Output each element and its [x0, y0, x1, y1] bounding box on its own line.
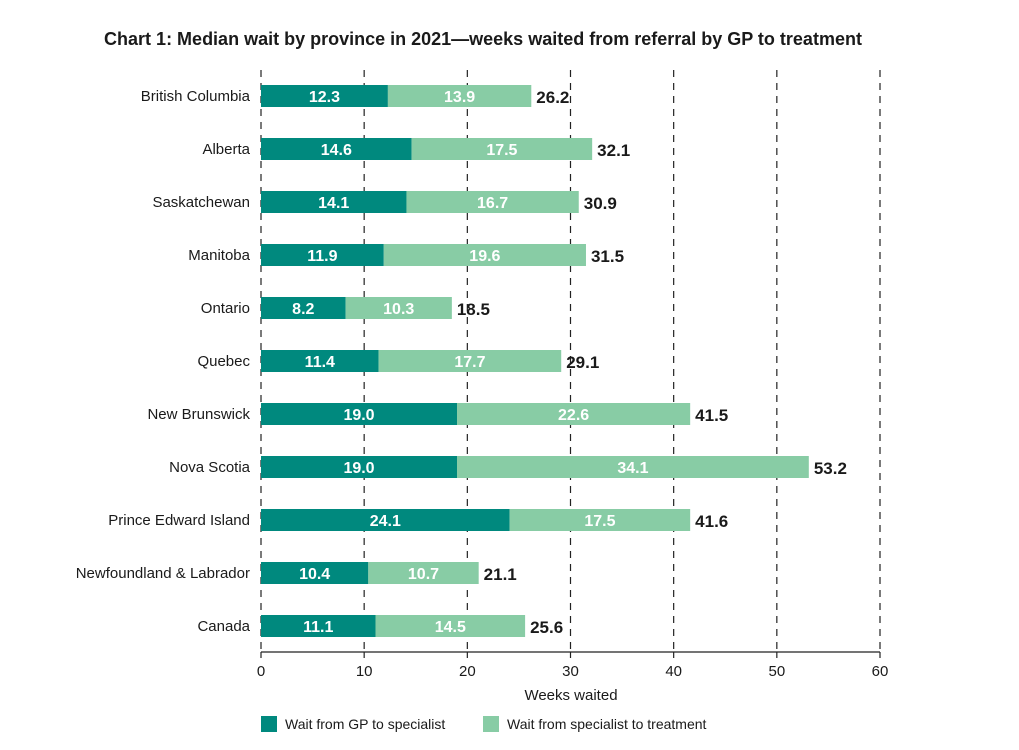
- bar-data-label: 19.0: [343, 407, 374, 424]
- chart-title: Chart 1: Median wait by province in 2021…: [104, 29, 862, 49]
- total-label: 18.5: [457, 300, 490, 319]
- bar-data-label: 14.6: [321, 142, 352, 159]
- bar-data-label: 12.3: [309, 89, 340, 106]
- legend-label: Wait from specialist to treatment: [507, 716, 707, 732]
- bar-data-label: 19.6: [469, 248, 500, 265]
- category-label: Alberta: [202, 141, 250, 158]
- x-tick-label: 20: [459, 663, 476, 680]
- bar-data-label: 14.5: [435, 619, 466, 636]
- bar-gp-to-specialist: [261, 297, 346, 319]
- bar-gp-to-specialist: [261, 456, 458, 478]
- bar-gp-to-specialist: [261, 138, 412, 160]
- bar-data-label: 10.4: [299, 566, 330, 583]
- x-tick-label: 10: [356, 663, 373, 680]
- x-tick-label: 60: [872, 663, 889, 680]
- bar-data-label: 11.1: [303, 619, 333, 636]
- bar-gp-to-specialist: [261, 615, 376, 637]
- bar-specialist-to-treatment: [411, 138, 593, 160]
- x-axis-label: Weeks waited: [524, 687, 617, 704]
- x-tick-label: 50: [768, 663, 785, 680]
- bar-gp-to-specialist: [261, 191, 407, 213]
- bar-specialist-to-treatment: [375, 615, 526, 637]
- total-label: 25.6: [530, 618, 563, 637]
- bar-gp-to-specialist: [261, 350, 379, 372]
- legend-label: Wait from GP to specialist: [285, 716, 445, 732]
- bar-data-label: 10.3: [383, 301, 414, 318]
- bar-data-label: 11.4: [305, 354, 335, 371]
- bar-gp-to-specialist: [261, 85, 388, 107]
- bar-specialist-to-treatment: [345, 297, 452, 319]
- total-label: 41.6: [695, 512, 728, 531]
- category-label: British Columbia: [141, 88, 251, 105]
- bar-gp-to-specialist: [261, 509, 510, 531]
- bar-data-label: 34.1: [617, 460, 648, 477]
- bar-data-label: 24.1: [370, 513, 401, 530]
- x-tick-label: 40: [665, 663, 682, 680]
- bar-data-label: 11.9: [307, 248, 337, 265]
- bar-data-label: 10.7: [408, 566, 439, 583]
- bar-data-label: 17.5: [486, 142, 517, 159]
- category-label: Manitoba: [188, 247, 250, 264]
- bar-data-label: 22.6: [558, 407, 589, 424]
- legend-swatch: [483, 716, 499, 732]
- bar-specialist-to-treatment: [378, 350, 562, 372]
- total-label: 30.9: [584, 194, 617, 213]
- bar-specialist-to-treatment: [368, 562, 479, 584]
- category-label: Saskatchewan: [152, 194, 250, 211]
- total-label: 21.1: [484, 565, 517, 584]
- bar-data-label: 17.5: [584, 513, 615, 530]
- category-label: Prince Edward Island: [108, 512, 250, 529]
- bar-data-label: 19.0: [343, 460, 374, 477]
- category-label: Quebec: [197, 353, 250, 370]
- bar-specialist-to-treatment: [457, 403, 691, 425]
- bar-data-label: 8.2: [292, 301, 314, 318]
- total-label: 32.1: [597, 141, 630, 160]
- category-label: Canada: [197, 618, 250, 635]
- bar-gp-to-specialist: [261, 244, 384, 266]
- x-tick-label: 30: [562, 663, 579, 680]
- total-label: 53.2: [814, 459, 847, 478]
- total-label: 29.1: [566, 353, 599, 372]
- x-tick-label: 0: [257, 663, 265, 680]
- bar-gp-to-specialist: [261, 562, 369, 584]
- bar-specialist-to-treatment: [406, 191, 579, 213]
- bar-specialist-to-treatment: [457, 456, 809, 478]
- total-label: 41.5: [695, 406, 728, 425]
- bar-gp-to-specialist: [261, 403, 458, 425]
- category-label: Ontario: [201, 300, 250, 317]
- bar-data-label: 16.7: [477, 195, 508, 212]
- bar-data-label: 17.7: [454, 354, 485, 371]
- bar-data-label: 13.9: [444, 89, 475, 106]
- category-label: Newfoundland & Labrador: [76, 565, 250, 582]
- category-label: New Brunswick: [147, 406, 250, 423]
- total-label: 31.5: [591, 247, 624, 266]
- category-label: Nova Scotia: [169, 459, 251, 476]
- total-label: 26.2: [536, 88, 569, 107]
- bar-data-label: 14.1: [318, 195, 349, 212]
- legend-swatch: [261, 716, 277, 732]
- bar-specialist-to-treatment: [509, 509, 691, 531]
- bar-specialist-to-treatment: [387, 85, 532, 107]
- bar-specialist-to-treatment: [383, 244, 586, 266]
